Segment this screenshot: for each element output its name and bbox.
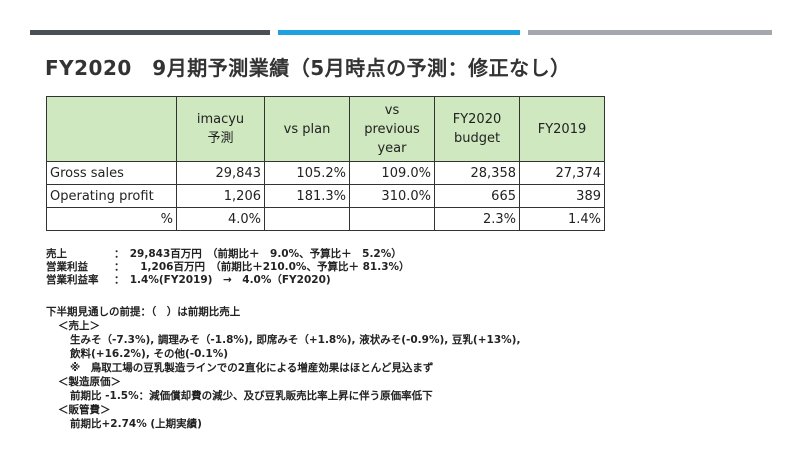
- column-header-fy2019: FY2019: [519, 96, 605, 162]
- table-cell: Operating profit: [46, 184, 177, 208]
- header-bar-blue: [278, 30, 520, 35]
- table-row-operating-profit: Operating profit 1,206 181.3% 310.0% 665…: [46, 184, 605, 208]
- summary-row-margin: 営業利益率 ： 1.4%(FY2019) → 4.0%（FY2020): [46, 274, 410, 287]
- table-cell: 28,358: [434, 161, 520, 185]
- column-header-imacyu-forecast: imacyu 予測: [176, 96, 265, 162]
- notes-sales-heading: ＜売上＞: [58, 320, 100, 332]
- summary-label: 営業利益率: [46, 274, 99, 286]
- notes-sga-heading: ＜販管費＞: [58, 404, 111, 416]
- summary-label: 売上: [46, 248, 67, 260]
- table-cell: 109.0%: [349, 161, 435, 185]
- table-cell: 389: [519, 184, 605, 208]
- table-cell: 181.3%: [264, 184, 350, 208]
- notes-sales-line: 飲料(+16.2%), その他(-0.1%): [70, 348, 229, 360]
- summary-label: 営業利益: [46, 261, 88, 273]
- table-cell: 29,843: [176, 161, 265, 185]
- page-title: FY2020 9月期予測業績（5月時点の予測：修正なし）: [45, 56, 571, 80]
- table-header-row: imacyu 予測 vs plan vs previous year FY2020 bu…: [46, 96, 605, 162]
- column-header-fy2020-budget: FY2020 budget: [434, 96, 520, 162]
- assumptions-notes: 下半期見通しの前提：（ ）は前期比売上 ＜売上＞ 生みそ（-7.3%), 調理み…: [46, 305, 520, 431]
- table-cell: 1.4%: [519, 207, 605, 231]
- table-cell: [264, 207, 350, 231]
- table-cell: 310.0%: [349, 184, 435, 208]
- table-cell: Gross sales: [46, 161, 177, 185]
- table-row-gross-sales: Gross sales 29,843 105.2% 109.0% 28,358 …: [46, 161, 605, 185]
- notes-sales-remark: ※ 鳥取工場の豆乳製造ラインでの2直化による増産効果はほとんど見込まず: [70, 362, 434, 374]
- table-row-margin: % 4.0% 2.3% 1.4%: [46, 207, 605, 231]
- table-cell: 665: [434, 184, 520, 208]
- table-cell: [349, 207, 435, 231]
- table-cell: 27,374: [519, 161, 605, 185]
- notes-intro: 下半期見通しの前提：（ ）は前期比売上: [46, 306, 241, 318]
- summary-row-operating-profit: 営業利益 ： 1,206百万円 （前期比＋210.0%、予算比＋ 81.3%）: [46, 261, 410, 274]
- table-cell: 2.3%: [434, 207, 520, 231]
- table-cell: 105.2%: [264, 161, 350, 185]
- summary-row-sales: 売上 ： 29,843百万円 （前期比＋ 9.0%、予算比＋ 5.2%）: [46, 248, 410, 261]
- column-header-vs-previous-year: vs previous year: [349, 96, 435, 162]
- notes-sales-line: 生みそ（-7.3%), 調理みそ（-1.8%), 即席みそ（+1.8%), 液状…: [70, 334, 521, 346]
- notes-sga-line: 前期比+2.74% (上期実績): [70, 418, 202, 430]
- notes-cost-heading: ＜製造原価＞: [58, 376, 121, 388]
- summary-value: ： 1,206百万円 （前期比＋210.0%、予算比＋ 81.3%）: [114, 261, 410, 273]
- summary-value: ： 29,843百万円 （前期比＋ 9.0%、予算比＋ 5.2%）: [114, 248, 402, 260]
- summary-block: 売上 ： 29,843百万円 （前期比＋ 9.0%、予算比＋ 5.2%） 営業利益…: [46, 248, 410, 287]
- table-cell: 4.0%: [176, 207, 265, 231]
- forecast-table: imacyu 予測 vs plan vs previous year FY2020 bu…: [46, 96, 605, 231]
- summary-value: ： 1.4%(FY2019) → 4.0%（FY2020): [114, 274, 331, 286]
- notes-cost-line: 前期比 -1.5%：減価償却費の減少、及び豆乳販売比率上昇に伴う原価率低下: [70, 390, 433, 402]
- column-header-blank: [46, 96, 177, 162]
- header-bar-dark: [30, 30, 270, 35]
- table-cell: %: [46, 207, 177, 231]
- table-cell: 1,206: [176, 184, 265, 208]
- header-bar-gray: [528, 30, 772, 35]
- column-header-vs-plan: vs plan: [264, 96, 350, 162]
